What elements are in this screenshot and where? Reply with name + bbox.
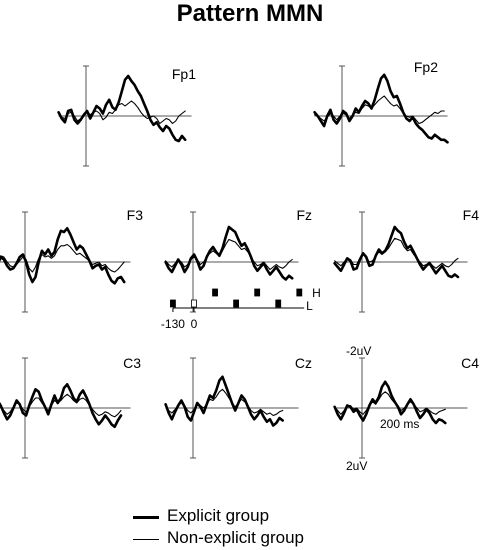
panel-fp1: Fp1 <box>57 65 196 167</box>
trace-explicit-f3 <box>0 227 126 285</box>
panel-f4: F4 <box>333 207 480 313</box>
electrode-label-c3: C3 <box>123 355 141 371</box>
tone-h <box>296 288 303 297</box>
stimulus-tick-label: 0 <box>191 317 198 331</box>
legend-swatch-thick <box>133 516 159 519</box>
legend-label-explicit: Explicit group <box>167 506 270 525</box>
electrode-panels: Fp1 Fp2 F3 Fz F4 C3 Cz C4 <box>0 59 480 459</box>
trace-nonexplicit-c4 <box>334 391 446 415</box>
electrode-label-c4: C4 <box>461 355 479 371</box>
tone-l <box>170 299 176 308</box>
stimulus-pattern: -130 0 HL <box>161 286 321 331</box>
pitch-label-high: H <box>312 286 321 300</box>
scale-bar: -2uV 2uV 200 ms <box>346 344 419 473</box>
panel-cz: Cz <box>164 355 312 459</box>
electrode-label-cz: Cz <box>295 355 312 371</box>
trace-nonexplicit-c3 <box>0 393 122 418</box>
pitch-label-low: L <box>306 299 313 313</box>
trace-explicit-fz <box>164 225 294 281</box>
trace-explicit-f4 <box>333 225 460 279</box>
trace-nonexplicit-fp2 <box>314 95 445 125</box>
tone-h <box>254 288 261 297</box>
legend-swatch-thin <box>133 539 159 540</box>
trace-nonexplicit-fz <box>165 238 293 271</box>
panel-c3: C3 <box>0 355 141 459</box>
tone-h <box>212 288 218 297</box>
trace-explicit-c4 <box>333 380 447 425</box>
electrode-label-fp2: Fp2 <box>414 59 438 75</box>
trace-nonexplicit-f4 <box>334 237 459 269</box>
electrode-label-fp1: Fp1 <box>172 66 196 82</box>
chart-title: Pattern MMN <box>177 0 324 27</box>
trace-explicit-fp1 <box>57 74 187 143</box>
tone-l <box>233 299 240 308</box>
trace-nonexplicit-f3 <box>0 243 125 273</box>
panel-f3: F3 <box>0 207 144 313</box>
electrode-label-f3: F3 <box>127 207 144 223</box>
trace-explicit-c3 <box>0 383 123 429</box>
scale-bottom-label: 2uV <box>346 459 367 473</box>
trace-nonexplicit-fp1 <box>58 100 186 125</box>
electrode-label-fz: Fz <box>296 207 312 223</box>
scale-top-label: -2uV <box>346 344 371 358</box>
legend-label-nonexplicit: Non-explicit group <box>167 528 305 547</box>
panel-fp2: Fp2 <box>313 59 449 167</box>
tone-l <box>275 299 282 308</box>
panel-fz: Fz <box>164 207 312 313</box>
trace-nonexplicit-cz <box>165 388 284 417</box>
scale-time-label: 200 ms <box>380 417 419 431</box>
trace-explicit-cz <box>164 375 284 427</box>
electrode-label-f4: F4 <box>463 207 480 223</box>
trace-explicit-fp2 <box>313 73 449 144</box>
stimulus-tick-label: -130 <box>161 317 185 331</box>
tone-l <box>191 299 197 308</box>
panel-c4: C4 <box>333 355 479 459</box>
